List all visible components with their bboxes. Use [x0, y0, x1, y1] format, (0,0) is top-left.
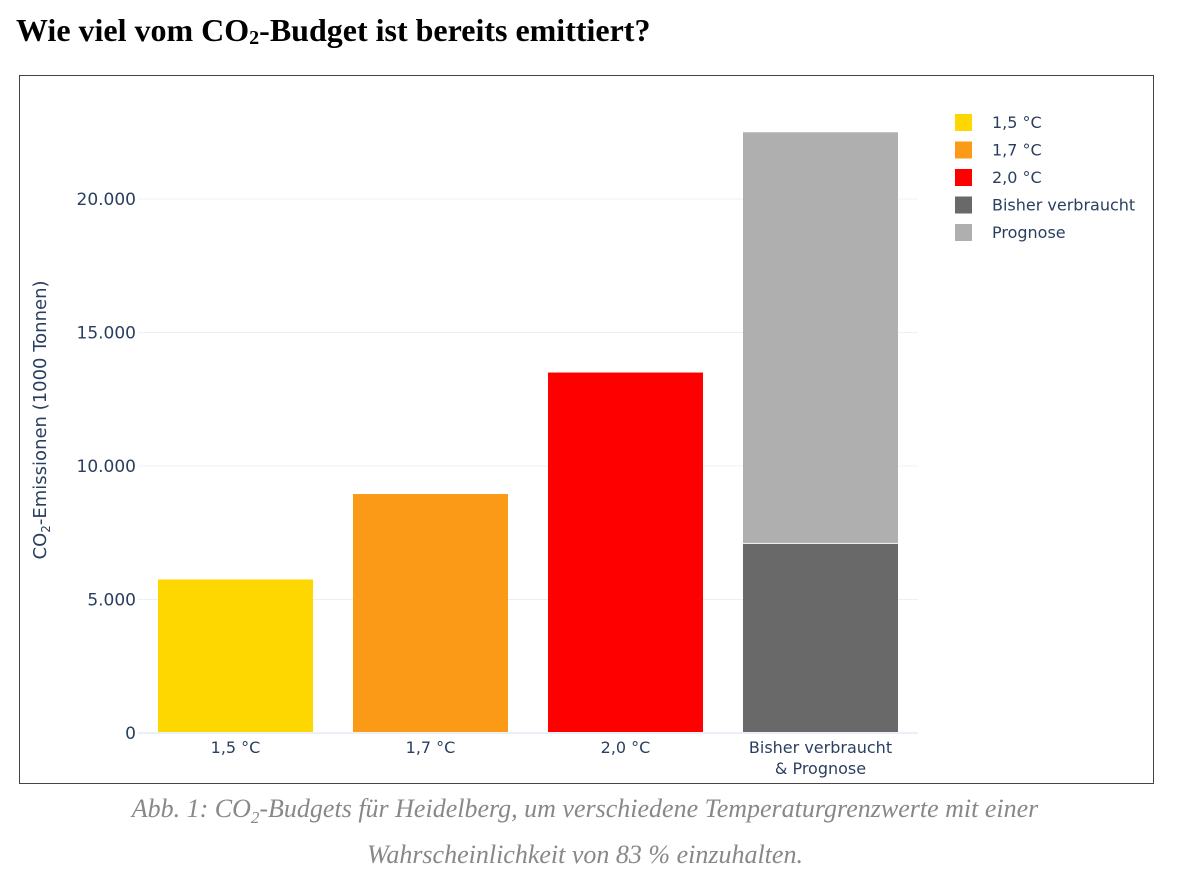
y-tick-label: 15.000	[77, 324, 136, 344]
chart-frame	[19, 75, 1154, 784]
legend-swatch	[955, 196, 972, 214]
legend-swatch	[955, 169, 972, 186]
legend-label: 1,5 °C	[992, 113, 1042, 132]
legend-swatch	[955, 114, 972, 131]
bar-1-1-7-c	[353, 494, 508, 733]
bar-2-2-0-c	[548, 372, 703, 733]
caption-line-2: Wahrscheinlichkeit von 83 % einzuhalten.	[367, 840, 803, 870]
x-tick-label: 1,5 °C	[211, 738, 261, 757]
legend-swatch	[955, 141, 972, 159]
figure-caption: Abb. 1: CO2-Budgets für Heidelberg, um v…	[0, 790, 1170, 873]
legend-label: Bisher verbraucht	[992, 196, 1135, 215]
legend-swatch	[955, 224, 972, 241]
y-tick-label: 20.000	[77, 190, 136, 210]
bar-chart: 0 5.000 10.000 15.000 20.000 1,5 °C 1,7 °C 2,0 …	[30, 113, 1135, 778]
caption-line-1: Abb. 1: CO2-Budgets für Heidelberg, um v…	[131, 794, 1039, 828]
x-tick-label: Bisher verbraucht & Prognose	[749, 738, 892, 778]
y-axis-title: CO2-Emissionen (1000 Tonnen)	[30, 281, 53, 560]
bar-0-1-5-c	[158, 579, 313, 733]
y-tick-label: 0	[125, 724, 136, 744]
y-tick-label: 10.000	[77, 457, 136, 477]
y-tick-label: 5.000	[87, 591, 136, 611]
legend-label: 2,0 °C	[992, 168, 1042, 187]
x-tick-label: 1,7 °C	[406, 738, 456, 757]
bar-3-bisher-verbraucht	[743, 543, 898, 733]
bar-3-prognose	[743, 132, 898, 544]
x-tick-label: 2,0 °C	[601, 738, 651, 757]
legend-label: 1,7 °C	[992, 141, 1042, 160]
page-title: Wie viel vom CO2-Budget ist bereits emit…	[16, 12, 651, 49]
legend-label: Prognose	[992, 223, 1066, 242]
